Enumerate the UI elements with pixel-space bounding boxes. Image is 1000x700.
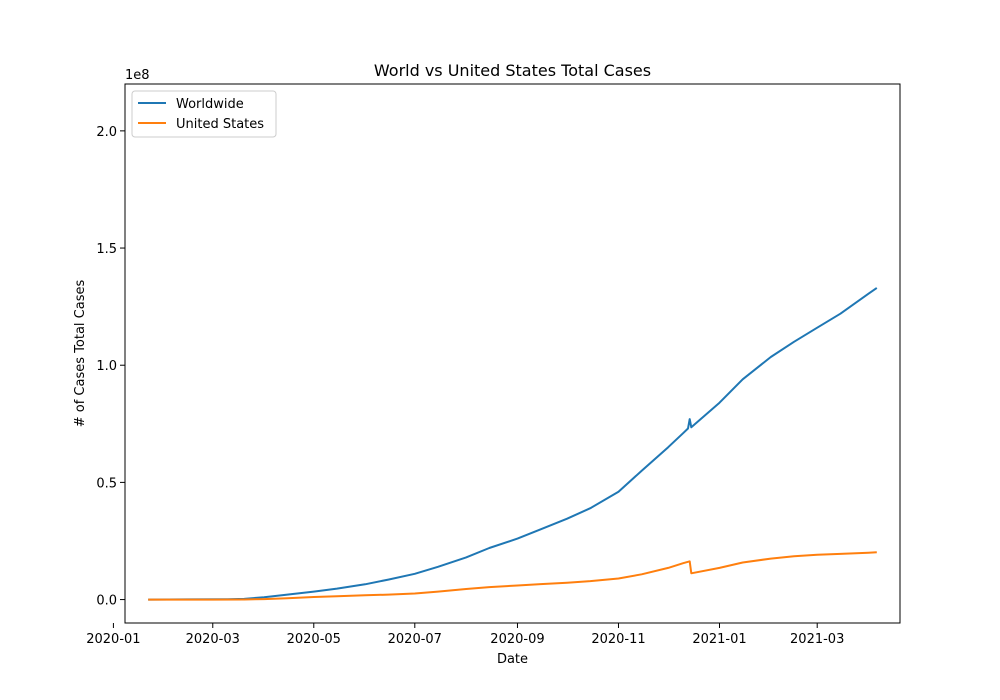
series-layer	[148, 287, 878, 601]
series-line-worldwide	[148, 287, 878, 601]
x-tick-label: 2020-03	[186, 632, 240, 647]
x-tick-label: 2020-11	[591, 632, 645, 647]
x-axis-label: Date	[497, 652, 528, 667]
x-tick-label: 2021-01	[692, 632, 746, 647]
legend-label-united-states: United States	[176, 117, 264, 132]
y-tick-label: 1.5	[96, 242, 117, 257]
x-tick-label: 2020-07	[388, 632, 442, 647]
legend: Worldwide United States	[131, 90, 277, 138]
legend-box	[131, 90, 277, 138]
x-tick-label: 2020-01	[86, 632, 140, 647]
x-tick-label: 2020-09	[490, 632, 544, 647]
y-tick-label: 0.5	[96, 476, 117, 491]
x-tick-label: 2021-03	[790, 632, 844, 647]
y-tick-label: 1.0	[96, 359, 117, 374]
legend-label-worldwide: Worldwide	[176, 97, 244, 112]
y-axis: 0.0 0.5 1.0 1.5 2.0	[96, 125, 125, 609]
chart-title: World vs United States Total Cases	[374, 61, 651, 80]
x-tick-label: 2020-05	[287, 632, 341, 647]
y-axis-label: # of Cases Total Cases	[73, 280, 88, 428]
plot-area-frame	[124, 83, 901, 624]
x-axis: 2020-01 2020-03 2020-05 2020-07 2020-09 2020-…	[86, 623, 844, 647]
y-tick-label: 0.0	[96, 594, 117, 609]
y-offset-label: 1e8	[125, 68, 150, 83]
y-tick-label: 2.0	[96, 125, 117, 140]
series-line-united-states	[148, 551, 877, 601]
